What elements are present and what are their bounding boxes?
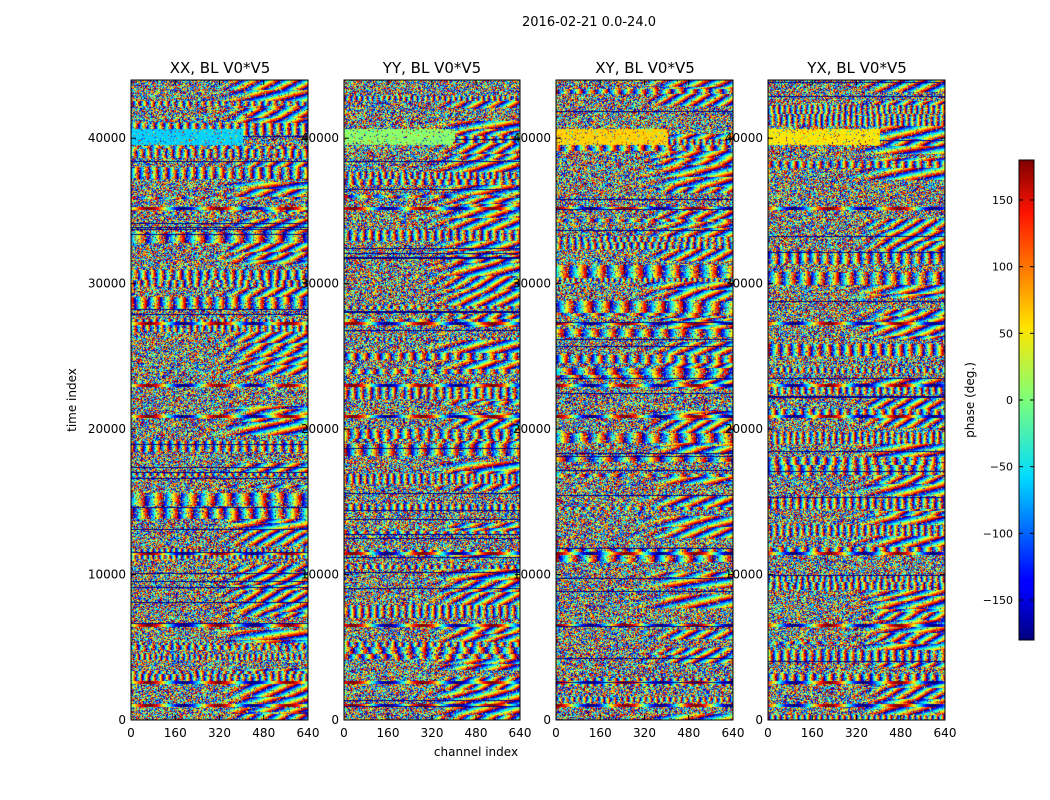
x-tick-label: 0 [340, 726, 348, 740]
y-tick-label: 10000 [725, 568, 763, 582]
y-tick-label: 30000 [513, 277, 551, 291]
y-tick-label: 0 [755, 713, 763, 727]
y-tick-label: 40000 [88, 131, 126, 145]
colorbar-tick-label: 50 [999, 327, 1013, 340]
colorbar-tick-label: 100 [992, 261, 1013, 274]
y-tick-label: 20000 [301, 422, 339, 436]
y-tick-label: 30000 [88, 277, 126, 291]
y-tick-label: 20000 [88, 422, 126, 436]
panel-title: YY, BL V0*V5 [382, 59, 481, 77]
y-tick-label: 30000 [725, 277, 763, 291]
x-axis: 0 160 320 480 640 [552, 80, 744, 740]
phase-heatmap-yx [768, 80, 945, 720]
x-tick-label: 320 [421, 726, 444, 740]
y-tick-label: 0 [331, 713, 339, 727]
x-tick-label: 640 [297, 726, 320, 740]
y-axis: 0 10000 20000 30000 40000 [513, 131, 733, 727]
panel-yx: YX, BL V0*V5 0 160 320 480 640 0 10000 20000 30… [725, 59, 957, 740]
x-tick-label: 160 [164, 726, 187, 740]
figure-suptitle: 2016-02-21 0.0-24.0 [522, 15, 656, 30]
colorbar-label: phase (deg.) [963, 362, 977, 438]
panel-title: XY, BL V0*V5 [595, 59, 695, 77]
x-tick-label: 320 [633, 726, 656, 740]
panel-xx: XX, BL V0*V5 0 160 320 480 640 0 10000 20000 30… [65, 59, 319, 740]
phase-heatmap-xy [556, 80, 733, 720]
x-tick-label: 640 [934, 726, 957, 740]
x-tick-label: 640 [722, 726, 745, 740]
x-tick-label: 320 [208, 726, 231, 740]
x-axis: 0 160 320 480 640 [764, 80, 956, 740]
phase-heatmap-xx [131, 80, 308, 720]
x-tick-label: 480 [252, 726, 275, 740]
x-axis: 0 160 320 480 640 [127, 80, 319, 740]
phase-heatmap-yy [344, 80, 520, 720]
panel-xy: XY, BL V0*V5 0 160 320 480 640 0 10000 20000 30… [513, 59, 745, 740]
panel-title: YX, BL V0*V5 [806, 59, 907, 77]
x-tick-label: 0 [552, 726, 560, 740]
y-axis: 0 10000 20000 30000 40000 [725, 131, 945, 727]
y-tick-label: 40000 [725, 131, 763, 145]
colorbar-tick-label: −100 [983, 527, 1013, 540]
x-axis: 0 160 320 480 640 [340, 80, 531, 740]
y-tick-label: 0 [118, 713, 126, 727]
colorbar-tick-label: 0 [1006, 394, 1013, 407]
x-tick-label: 160 [801, 726, 824, 740]
x-axis-label: channel index [434, 745, 518, 759]
x-tick-label: 0 [764, 726, 772, 740]
colorbar-tick-label: 150 [992, 194, 1013, 207]
y-tick-label: 20000 [513, 422, 551, 436]
y-tick-label: 10000 [513, 568, 551, 582]
x-tick-label: 320 [845, 726, 868, 740]
y-axis: 0 10000 20000 30000 40000 [88, 131, 308, 727]
y-tick-label: 10000 [301, 568, 339, 582]
x-tick-label: 480 [889, 726, 912, 740]
y-tick-label: 40000 [513, 131, 551, 145]
x-tick-label: 480 [465, 726, 488, 740]
x-tick-label: 160 [377, 726, 400, 740]
y-tick-label: 40000 [301, 131, 339, 145]
y-tick-label: 0 [543, 713, 551, 727]
x-tick-label: 640 [509, 726, 532, 740]
y-tick-label: 30000 [301, 277, 339, 291]
x-tick-label: 0 [127, 726, 135, 740]
panel-title: XX, BL V0*V5 [170, 59, 271, 77]
y-tick-label: 20000 [725, 422, 763, 436]
y-axis-label: time index [65, 368, 79, 432]
y-tick-label: 10000 [88, 568, 126, 582]
panel-yy: YY, BL V0*V5 0 160 320 480 640 0 10000 20000 30… [301, 59, 532, 759]
y-axis: 0 10000 20000 30000 40000 [301, 131, 520, 727]
colorbar-ticks: −150 −100 −50 0 50 100 150 [983, 194, 1034, 607]
x-tick-label: 480 [677, 726, 700, 740]
x-tick-label: 160 [589, 726, 612, 740]
colorbar-tick-label: −150 [983, 594, 1013, 607]
colorbar-tick-label: −50 [990, 461, 1013, 474]
colorbar: −150 −100 −50 0 50 100 150 phase (deg.) [963, 159, 1035, 641]
